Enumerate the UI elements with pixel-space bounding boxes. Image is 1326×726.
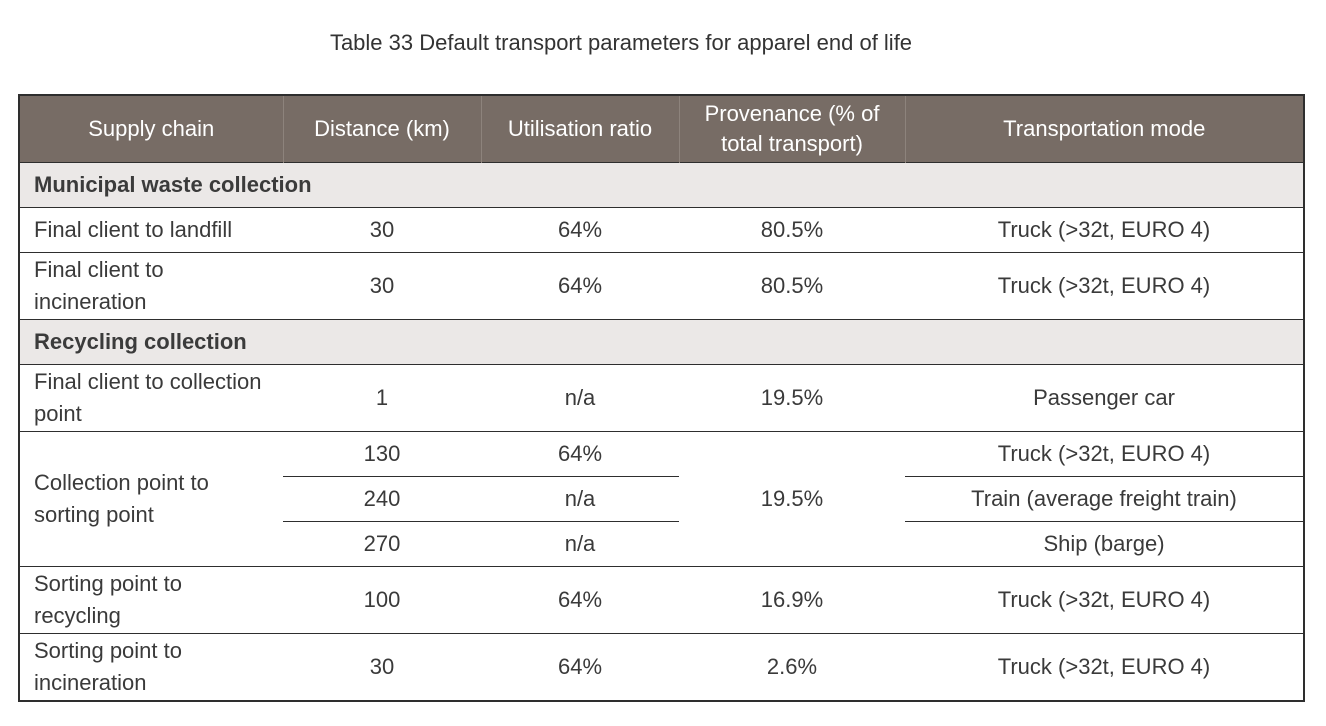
transport-parameters-table: Supply chain Distance (km) Utilisation r… <box>18 94 1305 702</box>
distance-cell: 30 <box>283 207 481 253</box>
supply-chain-cell: Final client to incineration <box>19 252 283 320</box>
provenance-cell: 80.5% <box>679 207 905 253</box>
utilisation-cell: 64% <box>481 207 679 253</box>
distance-cell: 270 <box>283 521 481 567</box>
table-row: Final client to collection point 1 n/a 1… <box>19 364 1304 432</box>
distance-cell: 1 <box>283 364 481 432</box>
utilisation-cell: 64% <box>481 633 679 701</box>
table-row: Sorting point to recycling 100 64% 16.9%… <box>19 566 1304 634</box>
utilisation-cell: n/a <box>481 521 679 567</box>
mode-cell: Truck (>32t, EURO 4) <box>905 566 1304 634</box>
section-label: Recycling collection <box>19 319 1304 365</box>
utilisation-cell: 64% <box>481 566 679 634</box>
table-header-row: Supply chain Distance (km) Utilisation r… <box>19 95 1304 163</box>
supply-chain-cell: Sorting point to incineration <box>19 633 283 701</box>
header-supply-chain: Supply chain <box>19 95 283 163</box>
utilisation-cell: n/a <box>481 364 679 432</box>
mode-cell: Train (average freight train) <box>905 476 1304 522</box>
supply-chain-cell: Sorting point to recycling <box>19 566 283 634</box>
mode-cell: Truck (>32t, EURO 4) <box>905 207 1304 253</box>
mode-cell: Ship (barge) <box>905 521 1304 567</box>
utilisation-cell: n/a <box>481 476 679 522</box>
section-row-municipal: Municipal waste collection <box>19 162 1304 208</box>
utilisation-cell: 64% <box>481 252 679 320</box>
mode-cell: Truck (>32t, EURO 4) <box>905 633 1304 701</box>
utilisation-cell: 64% <box>481 431 679 477</box>
provenance-cell: 80.5% <box>679 252 905 320</box>
supply-chain-cell: Final client to collection point <box>19 364 283 432</box>
header-provenance: Provenance (% of total transport) <box>678 95 905 163</box>
header-mode: Transportation mode <box>904 95 1304 163</box>
section-label: Municipal waste collection <box>19 162 1304 208</box>
section-row-recycling: Recycling collection <box>19 319 1304 365</box>
provenance-cell: 19.5% <box>679 364 905 432</box>
table-row: Final client to landfill 30 64% 80.5% Tr… <box>19 207 1304 253</box>
mode-cell: Truck (>32t, EURO 4) <box>905 431 1304 477</box>
distance-cell: 30 <box>283 252 481 320</box>
mode-cell: Truck (>32t, EURO 4) <box>905 252 1304 320</box>
table-subrow: 240 n/a Train (average freight train) <box>19 476 1304 522</box>
header-utilisation: Utilisation ratio <box>480 95 679 163</box>
supply-chain-cell: Collection point to sorting point <box>19 431 283 567</box>
table-row: Collection point to sorting point 130 64… <box>19 431 1304 567</box>
distance-cell: 30 <box>283 633 481 701</box>
provenance-cell: 16.9% <box>679 566 905 634</box>
provenance-cell: 2.6% <box>679 633 905 701</box>
provenance-cell: 19.5% <box>679 431 905 567</box>
mode-cell: Passenger car <box>905 364 1304 432</box>
distance-cell: 100 <box>283 566 481 634</box>
supply-chain-cell: Final client to landfill <box>19 207 283 253</box>
distance-cell: 240 <box>283 476 481 522</box>
table-subrow: 270 n/a Ship (barge) <box>19 521 1304 567</box>
header-distance: Distance (km) <box>282 95 481 163</box>
table-row: Sorting point to incineration 30 64% 2.6… <box>19 633 1304 701</box>
table-row: Final client to incineration 30 64% 80.5… <box>19 252 1304 320</box>
distance-cell: 130 <box>283 431 481 477</box>
table-caption: Table 33 Default transport parameters fo… <box>329 30 913 55</box>
